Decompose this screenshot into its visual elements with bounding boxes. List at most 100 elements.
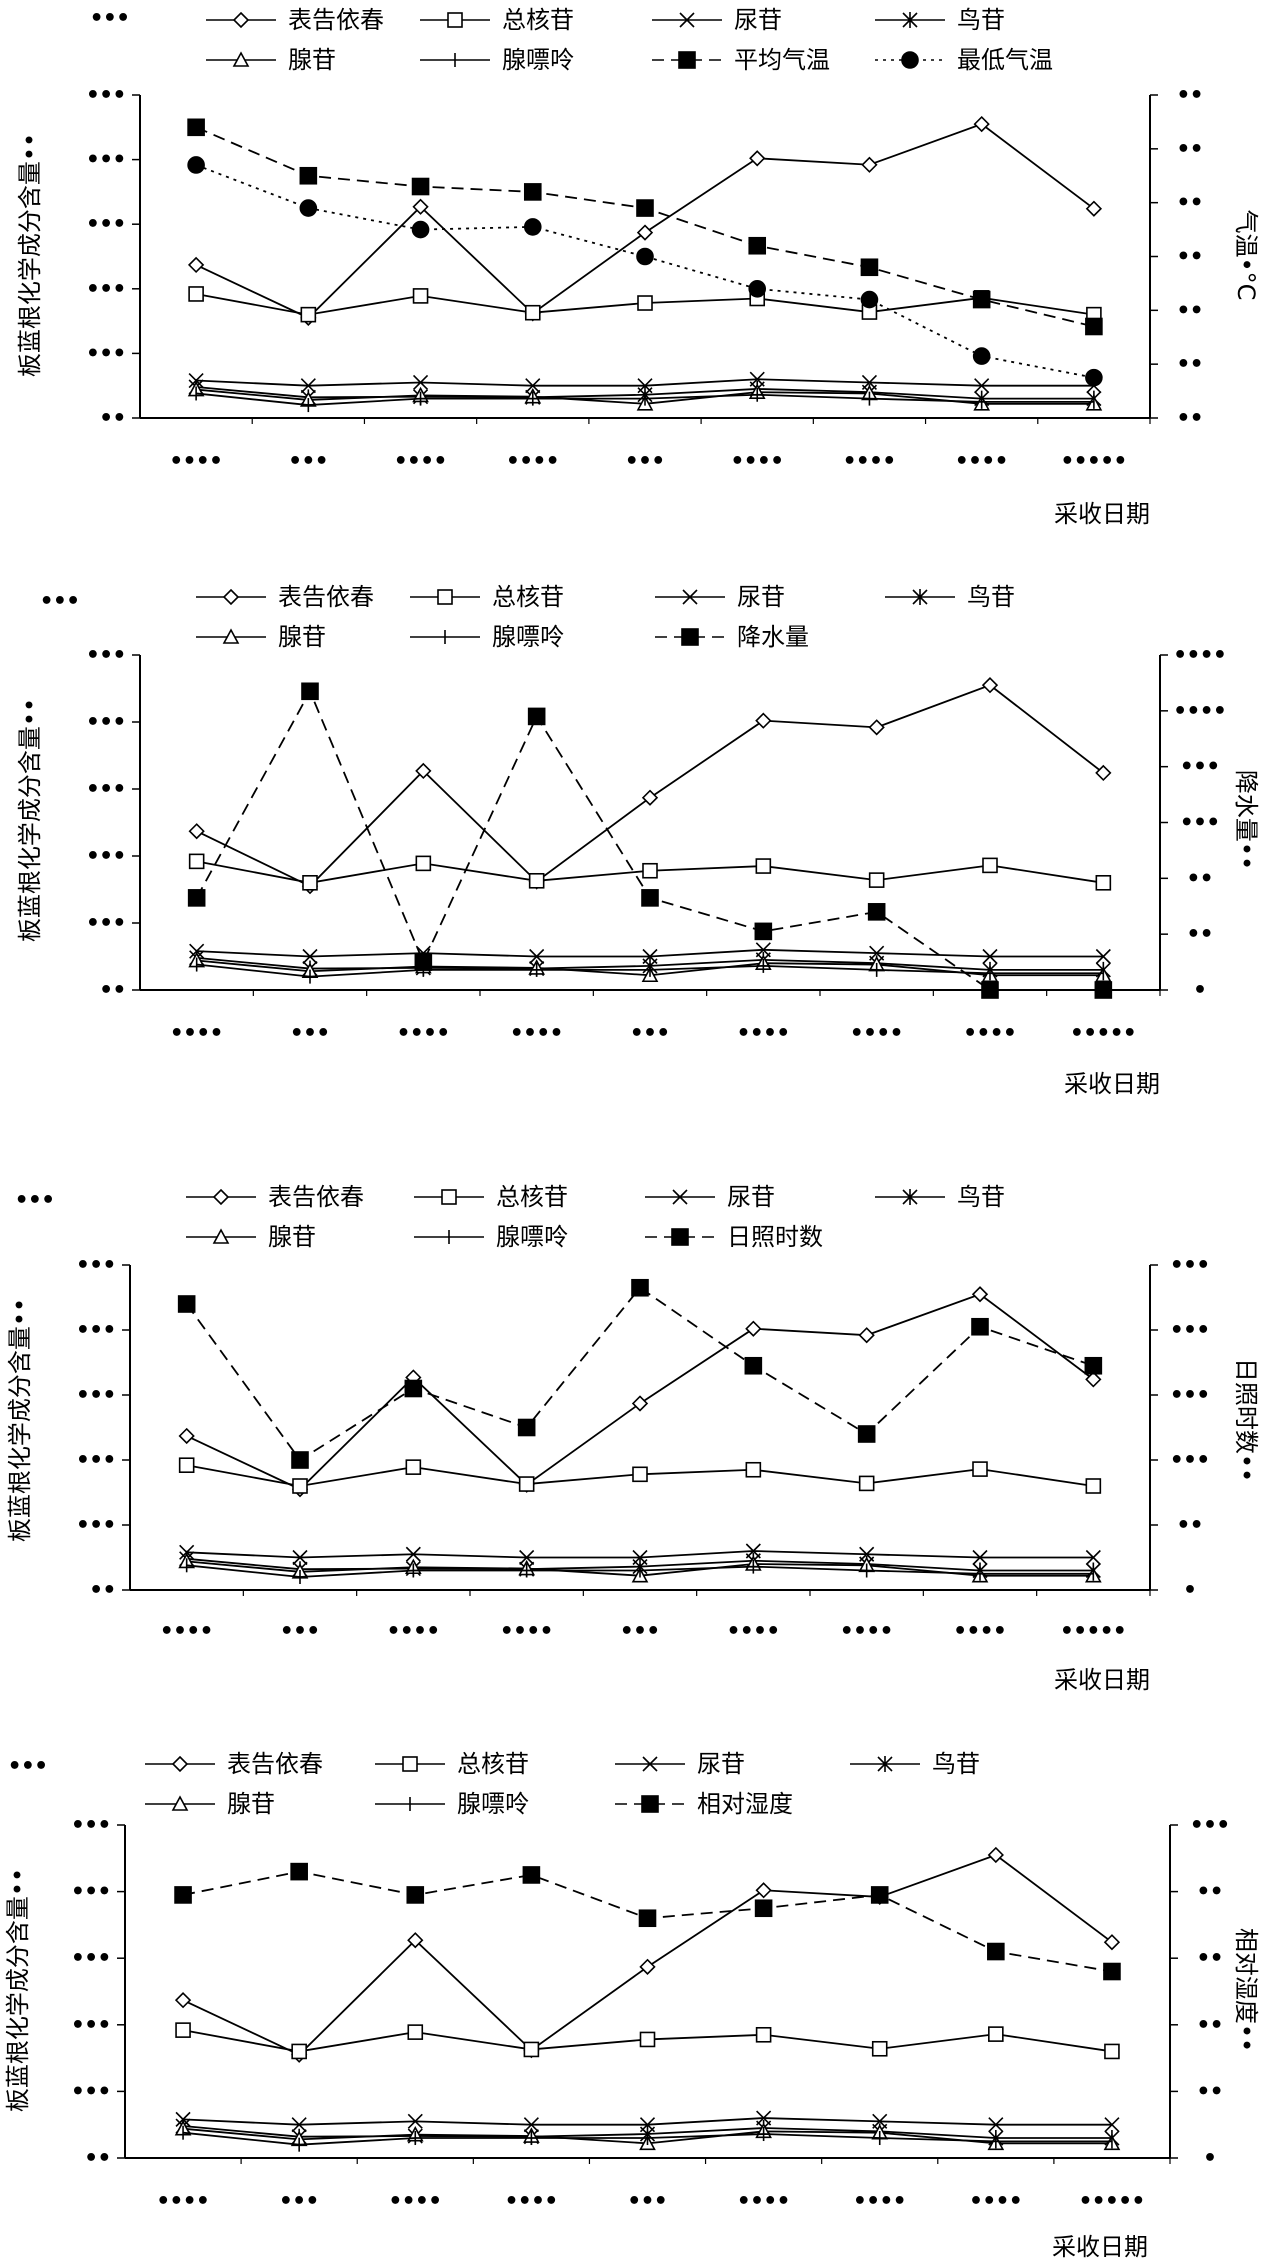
y2-tick-label: ••	[1197, 1880, 1224, 1905]
x-tick-label: ••••	[170, 449, 223, 474]
legend-label: 鸟苷	[957, 6, 1005, 34]
y-tick-label: •••	[76, 1253, 116, 1278]
data-point	[178, 1457, 195, 1473]
data-point	[755, 2026, 772, 2043]
legend-label: 尿苷	[727, 1183, 775, 1211]
data-point	[632, 1466, 648, 1483]
data-point	[518, 1476, 535, 1492]
legend-item: 腺苷	[206, 46, 336, 74]
data-point	[415, 762, 432, 780]
data-point	[412, 374, 429, 391]
y-tick-label: •••	[71, 2079, 111, 2104]
legend-item: 尿苷	[615, 1750, 745, 1778]
legend-item: 腺嘌呤	[375, 1790, 529, 1818]
series-line	[182, 1853, 1113, 2056]
x-tick-label: ••••	[510, 1021, 563, 1046]
legend-item: 表告依春	[186, 1183, 364, 1211]
x-axis-label: 采收日期	[1054, 500, 1150, 528]
data-point	[1095, 764, 1112, 782]
data-point	[405, 1546, 421, 1562]
data-point	[1085, 200, 1103, 217]
data-point	[641, 889, 659, 907]
series-1	[188, 677, 1112, 895]
legend-item: 腺苷	[186, 1223, 316, 1251]
series-2	[178, 1457, 1102, 1494]
legend-label: 尿苷	[734, 6, 782, 34]
legend-marker	[232, 51, 250, 67]
x-tick-label: ••••	[964, 1021, 1017, 1046]
x-tick-label: •••	[288, 449, 328, 474]
y2-tick-label: •	[1183, 1578, 1196, 1603]
y-tick-label: •••	[76, 1383, 116, 1408]
legend-label: 腺嘌呤	[496, 1223, 568, 1251]
data-point	[177, 1295, 196, 1313]
legend-item: 腺嘌呤	[414, 1223, 568, 1251]
series-7	[177, 1278, 1103, 1469]
legend-label: 腺嘌呤	[457, 1790, 529, 1818]
y2-tick-label: ••	[1197, 1946, 1224, 1971]
data-point	[745, 1320, 762, 1337]
legend-item: 鸟苷	[885, 583, 1015, 611]
legend-item: 鸟苷	[850, 1750, 980, 1778]
x-tick-label: ••••	[506, 449, 559, 474]
data-point	[178, 1427, 195, 1445]
data-point	[988, 2117, 1004, 2133]
series-2	[188, 853, 1112, 891]
legend-item: 尿苷	[645, 1183, 775, 1211]
legend-item: 相对湿度	[615, 1790, 793, 1818]
legend-label: 鸟苷	[932, 1750, 980, 1778]
data-point	[641, 789, 659, 806]
x-tick-label: ••••	[737, 2189, 790, 2214]
y-tick-label: •••	[86, 777, 126, 802]
data-point	[748, 279, 767, 298]
data-point	[406, 1886, 425, 1904]
data-point	[1103, 1934, 1121, 1951]
data-point	[754, 1899, 773, 1918]
data-point	[981, 677, 999, 694]
y2-tick-label: ••	[1177, 191, 1204, 216]
x-tick-label: •••	[628, 2189, 668, 2214]
data-point	[524, 304, 541, 321]
legend-label: 表告依春	[227, 1750, 323, 1778]
legend-item: 降水量	[655, 623, 809, 651]
data-point	[523, 2041, 540, 2058]
series-1	[178, 1286, 1102, 1498]
data-point	[748, 236, 767, 255]
data-point	[1085, 1549, 1101, 1566]
legend-marker	[641, 1795, 659, 1813]
data-point	[412, 288, 429, 304]
y-tick-label: •••	[86, 212, 126, 237]
y2-axis-label: 气温•°C	[1232, 210, 1260, 301]
x-tick-label: •••	[625, 449, 665, 474]
legend-item: 腺嘌呤	[410, 623, 564, 651]
y2-axis-label: 日照时数••	[1232, 1358, 1260, 1482]
data-point	[745, 1461, 762, 1478]
legend-item: 腺嘌呤	[420, 46, 574, 74]
legend-marker	[678, 51, 696, 69]
series-line	[195, 123, 1095, 319]
legend-marker	[902, 1189, 918, 1205]
data-point	[188, 286, 204, 302]
legend-marker	[679, 12, 695, 28]
legend-label: 鸟苷	[967, 583, 1015, 611]
data-point	[982, 857, 998, 874]
series-line	[185, 1286, 1094, 1462]
y-tick-label: •••	[71, 1813, 111, 1838]
y-tick-label: •••	[86, 844, 126, 869]
data-point	[1104, 2117, 1120, 2133]
data-point	[755, 858, 772, 874]
legend-item: 总核苷	[414, 1183, 568, 1211]
series-3	[189, 942, 1111, 965]
legend-item: 表告依春	[145, 1750, 323, 1778]
data-point	[300, 378, 316, 394]
data-point	[981, 981, 999, 999]
x-tick-label: ••••	[853, 2189, 906, 2214]
data-point	[1085, 1478, 1102, 1494]
data-point	[857, 1425, 876, 1443]
legend-item: 腺苷	[196, 623, 326, 651]
x-tick-label: ••••	[397, 1021, 450, 1046]
